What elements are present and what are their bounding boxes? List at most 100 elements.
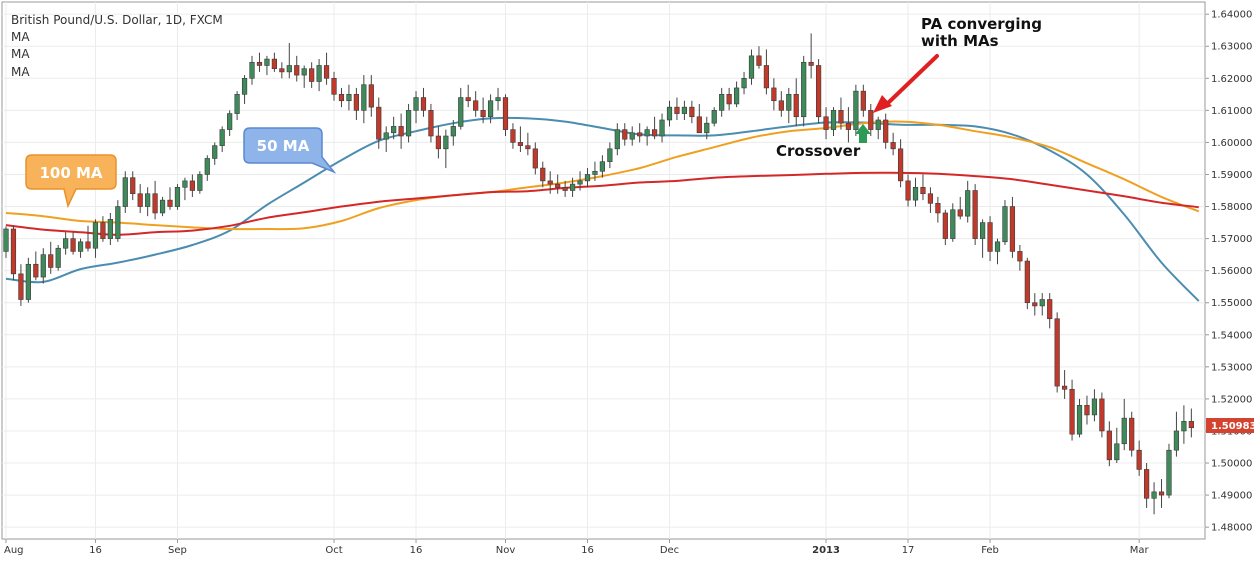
date-tick-label-8: 2013 — [812, 545, 840, 556]
candle-89 — [666, 100, 673, 127]
candle-body-14 — [107, 219, 113, 239]
candle-body-98 — [733, 87, 740, 105]
candle-67 — [502, 94, 509, 137]
candle-body-42 — [316, 65, 322, 82]
price-tick-label-15: 1.49000 — [1211, 491, 1252, 502]
candle-145 — [1084, 395, 1090, 425]
candle-98 — [733, 81, 740, 108]
candle-46 — [346, 84, 352, 111]
candle-body-137 — [1024, 260, 1030, 304]
candle-body-53 — [398, 126, 404, 137]
candle-body-106 — [793, 94, 799, 118]
candle-body-89 — [666, 106, 673, 121]
price-tick-label-7: 1.57000 — [1211, 234, 1252, 245]
candle-33 — [249, 55, 255, 85]
candle-body-142 — [1062, 385, 1068, 390]
candle-80 — [599, 155, 605, 178]
candle-body-143 — [1069, 388, 1075, 435]
candle-body-148 — [1106, 430, 1112, 461]
candle-body-104 — [778, 100, 784, 111]
candle-body-140 — [1047, 299, 1053, 320]
candle-64 — [480, 97, 486, 124]
date-tick-label-0: Aug — [4, 545, 24, 556]
candle-20 — [152, 180, 158, 220]
candle-53 — [398, 113, 404, 149]
candle-body-147 — [1099, 398, 1105, 432]
candle-52 — [391, 116, 397, 140]
candle-body-10 — [77, 241, 84, 252]
candle-body-157 — [1173, 430, 1180, 451]
candle-body-75 — [562, 187, 568, 191]
candle-149 — [1114, 427, 1120, 464]
candle-body-145 — [1084, 405, 1090, 416]
candle-113 — [845, 107, 852, 143]
candle-129 — [965, 180, 971, 223]
price-tick-label-11: 1.53000 — [1211, 362, 1252, 373]
candle-39 — [294, 55, 300, 82]
candle-120 — [897, 139, 904, 188]
date-tick-label-3: Oct — [325, 545, 342, 556]
date-tick-label-10: Feb — [981, 545, 999, 556]
candle-137 — [1024, 257, 1030, 310]
candle-body-80 — [599, 161, 605, 172]
candle-body-138 — [1032, 302, 1038, 307]
candle-body-146 — [1091, 398, 1098, 416]
price-tick-label-5: 1.59000 — [1211, 170, 1252, 181]
candle-body-93 — [696, 116, 702, 134]
candle-136 — [1017, 245, 1023, 271]
candle-54 — [405, 103, 412, 143]
candle-43 — [323, 52, 330, 85]
axes: 1.64000 1.63000 1.62000 1.61000 1.60000 1.590… — [4, 10, 1252, 556]
candle-91 — [681, 100, 688, 120]
candle-body-103 — [771, 87, 777, 102]
candle-119 — [890, 132, 896, 156]
candle-131 — [980, 219, 986, 258]
candle-body-56 — [420, 97, 427, 111]
candle-body-44 — [331, 78, 337, 95]
candle-body-120 — [897, 148, 904, 182]
candle-body-39 — [294, 65, 300, 76]
candle-5 — [40, 248, 46, 284]
last-price-label: 1.50983 — [1211, 421, 1257, 432]
candle-body-132 — [987, 222, 993, 252]
date-tick-label-2: Sep — [168, 545, 187, 556]
candle-body-31 — [234, 94, 240, 114]
candle-body-101 — [756, 55, 762, 66]
price-tick-label-12: 1.52000 — [1211, 394, 1252, 405]
candle-152 — [1136, 440, 1142, 476]
candle-body-60 — [450, 126, 456, 137]
candle-body-79 — [592, 170, 598, 175]
legend-ma-3: MA — [11, 65, 30, 79]
candle-body-125 — [935, 203, 941, 214]
candle-body-22 — [167, 199, 173, 207]
candle-156 — [1166, 443, 1172, 499]
candle-body-27 — [204, 158, 210, 175]
price-tick-label-1: 1.63000 — [1211, 42, 1252, 53]
candle-84 — [629, 126, 635, 146]
candle-87 — [651, 116, 658, 140]
candle-105 — [786, 87, 792, 124]
candle-128 — [957, 196, 963, 220]
candle-body-17 — [130, 177, 136, 195]
candle-30 — [227, 110, 233, 137]
candle-body-115 — [860, 90, 866, 111]
candle-body-71 — [532, 148, 538, 169]
candle-97 — [726, 87, 732, 111]
candle-body-100 — [748, 55, 755, 79]
candle-71 — [532, 142, 538, 175]
candle-body-54 — [405, 110, 412, 137]
candle-body-131 — [980, 222, 986, 239]
candle-body-141 — [1054, 318, 1060, 387]
candle-26 — [197, 171, 203, 194]
candle-34 — [256, 52, 263, 72]
price-tick-label-3: 1.61000 — [1211, 106, 1252, 117]
candle-44 — [331, 71, 337, 101]
candle-body-154 — [1151, 491, 1157, 499]
date-tick-label-9: 17 — [902, 545, 915, 556]
candle-body-64 — [480, 110, 486, 118]
candle-body-62 — [465, 97, 471, 102]
candle-body-0 — [3, 228, 9, 252]
candle-66 — [495, 87, 501, 111]
